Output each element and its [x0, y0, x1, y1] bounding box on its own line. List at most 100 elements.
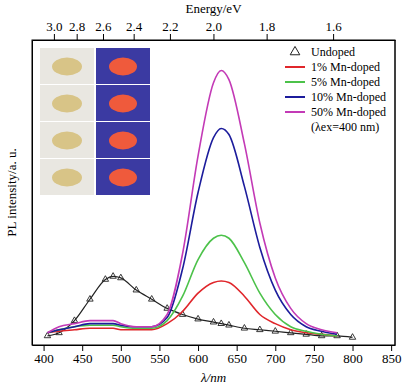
chart-container: 400 450 500 550 600 650 700 750 800 850 3.0 2.8 2.6 2… — [0, 0, 414, 389]
x-tick: 650 — [227, 345, 247, 366]
legend-symbol — [290, 46, 300, 54]
y-axis-line — [32, 41, 33, 346]
x-tick: 750 — [305, 345, 325, 366]
x-tick: 500 — [112, 345, 132, 366]
photo-uv — [96, 85, 150, 121]
x2-tick-mark — [267, 34, 268, 40]
x-axis: 400 450 500 550 600 650 700 750 800 850 — [33, 345, 402, 366]
y-axis — [32, 41, 33, 346]
x2-tick: 1.6 — [325, 19, 342, 40]
series-marker — [226, 321, 232, 327]
x2-tick: 3.0 — [46, 19, 62, 40]
series-marker — [87, 296, 93, 302]
annotation: (λex=400 nm) — [311, 120, 379, 134]
x2-tick-label: 2.4 — [126, 19, 143, 34]
x-tick: 700 — [266, 345, 286, 366]
legend-label: Undoped — [311, 45, 355, 59]
series-marker — [218, 320, 224, 326]
x-tick-mark — [391, 345, 392, 351]
series-marker — [210, 318, 216, 324]
x-tick-label: 400 — [34, 351, 54, 366]
x2-tick: 2.6 — [95, 19, 112, 40]
photo-uv — [96, 159, 150, 195]
series-marker — [71, 317, 77, 323]
series-line — [47, 128, 337, 334]
photo-daylight — [40, 85, 94, 121]
photo-sample — [52, 132, 82, 150]
x-tick-label: 850 — [382, 351, 402, 366]
photo-uv — [96, 48, 150, 84]
inset-photos — [40, 48, 150, 195]
x-tick-mark — [82, 345, 83, 351]
legend: Undoped1% Mn-doped5% Mn-doped10% Mn-dope… — [285, 45, 386, 134]
legend-label: 50% Mn-doped — [311, 105, 386, 119]
series-line — [47, 71, 337, 333]
x-tick-label: 750 — [305, 351, 325, 366]
x2-tick: 1.8 — [259, 19, 275, 40]
x-tick-mark — [198, 345, 199, 351]
series-line — [47, 276, 352, 337]
x-tick: 400 — [34, 345, 54, 366]
legend-symbol — [285, 96, 305, 98]
x-tick: 550 — [150, 345, 170, 366]
photo-daylight — [40, 159, 94, 195]
photo-glow — [109, 95, 137, 113]
x2-axis-title: Energy/eV — [185, 1, 242, 16]
photo-sample — [52, 95, 82, 113]
x-tick-label: 650 — [227, 351, 247, 366]
x-tick: 450 — [73, 345, 93, 366]
plot-frame — [32, 40, 395, 345]
series-marker — [257, 326, 263, 332]
x-tick-label: 500 — [112, 351, 132, 366]
photo-glow — [109, 58, 137, 76]
x2-tick: 2.2 — [162, 19, 178, 40]
series-marker — [148, 296, 154, 302]
x2-tick: 2.4 — [126, 19, 143, 40]
series-marker — [349, 334, 355, 340]
x2-tick-label: 2.8 — [69, 19, 85, 34]
x-tick-label: 800 — [343, 351, 363, 366]
legend-label: 1% Mn-doped — [311, 60, 380, 74]
legend-symbol — [285, 111, 305, 113]
x2-tick: 2.0 — [206, 19, 222, 40]
series-marker — [241, 325, 247, 331]
x2-axis-line — [33, 40, 396, 41]
x-tick: 600 — [189, 345, 209, 366]
photo-glow — [109, 169, 137, 187]
photo-daylight — [40, 122, 94, 158]
series-marker — [102, 276, 108, 282]
x2-tick-mark — [54, 34, 55, 40]
x-tick-mark — [275, 345, 276, 351]
x2-tick-label: 3.0 — [46, 19, 62, 34]
photo-daylight — [40, 48, 94, 84]
x-tick-mark — [353, 345, 354, 351]
plot-area — [44, 71, 356, 340]
x2-tick-mark — [77, 34, 78, 40]
series-marker — [133, 286, 139, 292]
series-marker — [118, 274, 124, 280]
legend-label: 10% Mn-doped — [311, 90, 386, 104]
photo-uv — [96, 122, 150, 158]
photo-glow — [109, 132, 137, 150]
x2-tick-label: 2.2 — [162, 19, 178, 34]
frame-right — [395, 40, 396, 345]
x2-tick-label: 2.6 — [95, 19, 112, 34]
x-tick-label: 700 — [266, 351, 286, 366]
y-axis-title: PL intensity/a. u. — [4, 148, 19, 236]
x-tick-label: 450 — [73, 351, 93, 366]
x-tick-mark — [121, 345, 122, 351]
chart-svg: 400 450 500 550 600 650 700 750 800 850 3.0 2.8 2.6 2… — [0, 0, 414, 389]
x-tick: 800 — [343, 345, 363, 366]
x2-tick-mark — [213, 34, 214, 40]
photo-sample — [52, 169, 82, 187]
x-tick-label: 600 — [189, 351, 209, 366]
series-marker — [110, 273, 116, 279]
legend-label: 5% Mn-doped — [311, 75, 380, 89]
x-tick-mark — [44, 345, 45, 351]
x-tick-mark — [159, 345, 160, 351]
x-axis-line — [33, 345, 396, 346]
x-tick: 850 — [382, 345, 402, 366]
x-tick-mark — [314, 345, 315, 351]
series-marker — [195, 315, 201, 321]
x-axis-title: λ/nm — [200, 370, 226, 385]
